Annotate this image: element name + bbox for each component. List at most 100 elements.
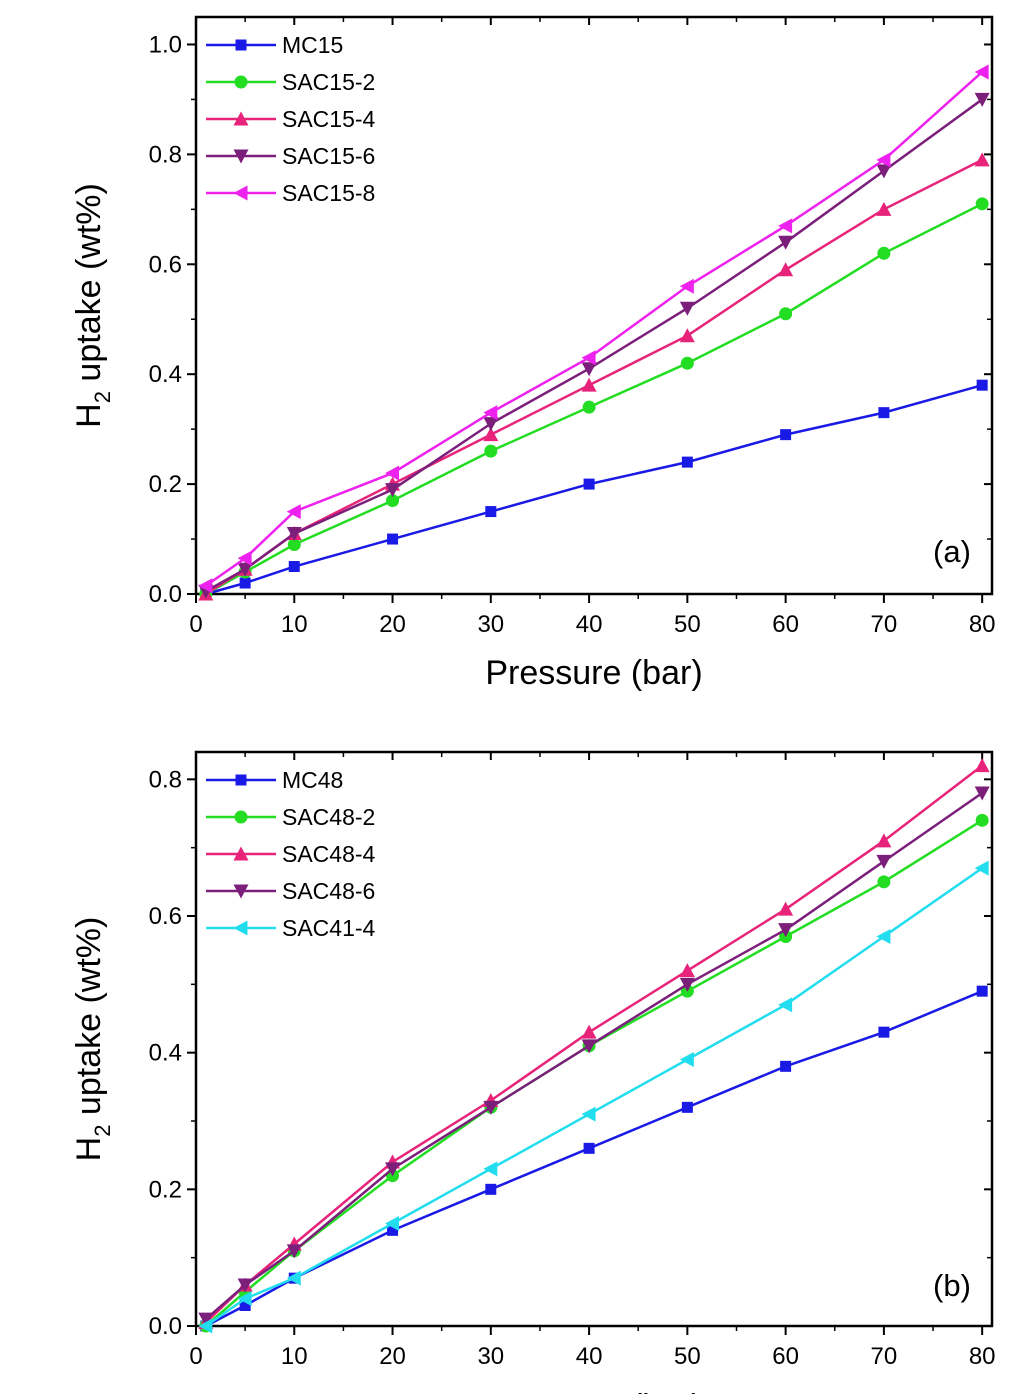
data-point (385, 1162, 401, 1177)
x-tick-label: 20 (379, 611, 406, 638)
data-point (581, 1024, 597, 1039)
series-SAC15-8 (198, 64, 989, 594)
legend-label: SAC15-4 (282, 106, 376, 132)
data-point (198, 1312, 214, 1327)
data-point (386, 494, 400, 508)
data-point (483, 1100, 499, 1115)
y-tick-label: 0.4 (149, 361, 182, 388)
series-line (204, 764, 983, 1324)
data-point (387, 533, 399, 545)
x-tick-label: 40 (576, 611, 603, 638)
y-tick-label: 0.4 (149, 1040, 182, 1067)
y-axis-title: H2 uptake (wt%) (70, 183, 115, 428)
data-point (483, 1161, 498, 1177)
legend-marker (235, 774, 247, 786)
panel-label: (b) (933, 1268, 971, 1303)
data-point (237, 550, 252, 566)
data-point (975, 197, 989, 211)
legend-item: SAC15-4 (206, 106, 376, 132)
series-line (205, 71, 984, 587)
y-axis-title-h: H (70, 1137, 108, 1162)
data-point (286, 527, 302, 542)
plot-frame (194, 15, 994, 596)
series-MC48 (200, 985, 988, 1332)
data-point (680, 356, 694, 370)
series-line (205, 990, 983, 1328)
x-tick-label: 10 (281, 1343, 308, 1370)
legend-label: SAC48-4 (282, 841, 376, 867)
data-point (583, 478, 595, 490)
chart-panel-a: 0 10 20 30 40 50 60 70 80 0.0 0.2 0.4 0.6 0.8 1.0 Press… (70, 15, 996, 692)
data-point (239, 577, 251, 589)
legend-label: SAC48-2 (282, 804, 375, 830)
data-point (581, 377, 597, 392)
data-point (876, 833, 892, 848)
x-axis-title: Pressure (bar) (485, 1388, 702, 1394)
legend-marker (233, 920, 248, 936)
data-point (581, 1106, 596, 1122)
x-tick-label: 80 (969, 1343, 996, 1370)
data-point (974, 64, 989, 80)
data-point (239, 1300, 251, 1311)
data-point (679, 301, 695, 316)
data-point (679, 328, 695, 343)
legend-item: SAC15-8 (206, 180, 375, 206)
data-point (779, 307, 793, 321)
data-point (483, 417, 499, 432)
data-point (679, 278, 694, 294)
legend-marker (234, 75, 248, 89)
data-point (385, 1216, 400, 1231)
legend-item: SAC48-6 (206, 878, 375, 904)
y-axis-title: H2 uptake (wt%) (70, 917, 115, 1162)
y-tick-label: 0.6 (149, 251, 182, 278)
legend-marker (233, 149, 249, 164)
series-MC15 (200, 379, 988, 600)
y-axis-title-h: H (70, 403, 108, 428)
legend-marker (233, 846, 249, 861)
x-tick-label: 0 (189, 611, 202, 638)
y-axis-title-rest: uptake (wt%) (70, 183, 108, 391)
legend-label: MC48 (282, 767, 343, 793)
data-point (679, 977, 695, 992)
y-tick-label: 0.2 (149, 1176, 182, 1203)
data-point (198, 1318, 213, 1334)
y-tick-label: 0.0 (149, 581, 182, 608)
legend-item: SAC15-6 (206, 143, 375, 169)
data-point (877, 246, 891, 260)
legend-item: MC48 (206, 767, 343, 793)
data-point (485, 506, 497, 518)
data-point (288, 561, 300, 573)
data-point (778, 235, 794, 250)
data-point (679, 963, 695, 978)
legend-label: MC15 (282, 32, 343, 58)
data-point (974, 758, 990, 773)
series-SAC41-4 (198, 860, 989, 1334)
data-point (974, 860, 989, 876)
legend-label: SAC15-2 (282, 69, 375, 95)
x-tick-label: 0 (189, 1343, 202, 1370)
data-point (876, 164, 892, 179)
data-point (876, 854, 892, 869)
y-tick-label: 0.6 (149, 903, 182, 930)
legend-item: MC15 (206, 32, 343, 58)
legend-item: SAC41-4 (206, 915, 376, 941)
data-point (681, 1101, 693, 1113)
chart-panel-b: 0 10 20 30 40 50 60 70 80 0.0 0.2 0.4 0.6 0.8 Pressure… (70, 750, 996, 1394)
y-axis-title-subscript: 2 (90, 1125, 115, 1137)
legend-marker (235, 39, 247, 51)
data-point (387, 1224, 399, 1236)
data-point (878, 1026, 890, 1038)
data-point (286, 504, 301, 520)
x-tick-label: 40 (576, 1343, 603, 1370)
y-tick-label: 1.0 (149, 31, 182, 58)
legend-marker (233, 111, 249, 126)
data-point (976, 379, 988, 391)
legend-label: SAC15-6 (282, 143, 375, 169)
data-point (778, 923, 794, 938)
data-point (778, 218, 793, 234)
data-point (484, 444, 498, 458)
data-point (483, 405, 498, 421)
data-point (287, 538, 301, 552)
legend-marker (233, 884, 249, 899)
legend-label: SAC41-4 (282, 915, 376, 941)
